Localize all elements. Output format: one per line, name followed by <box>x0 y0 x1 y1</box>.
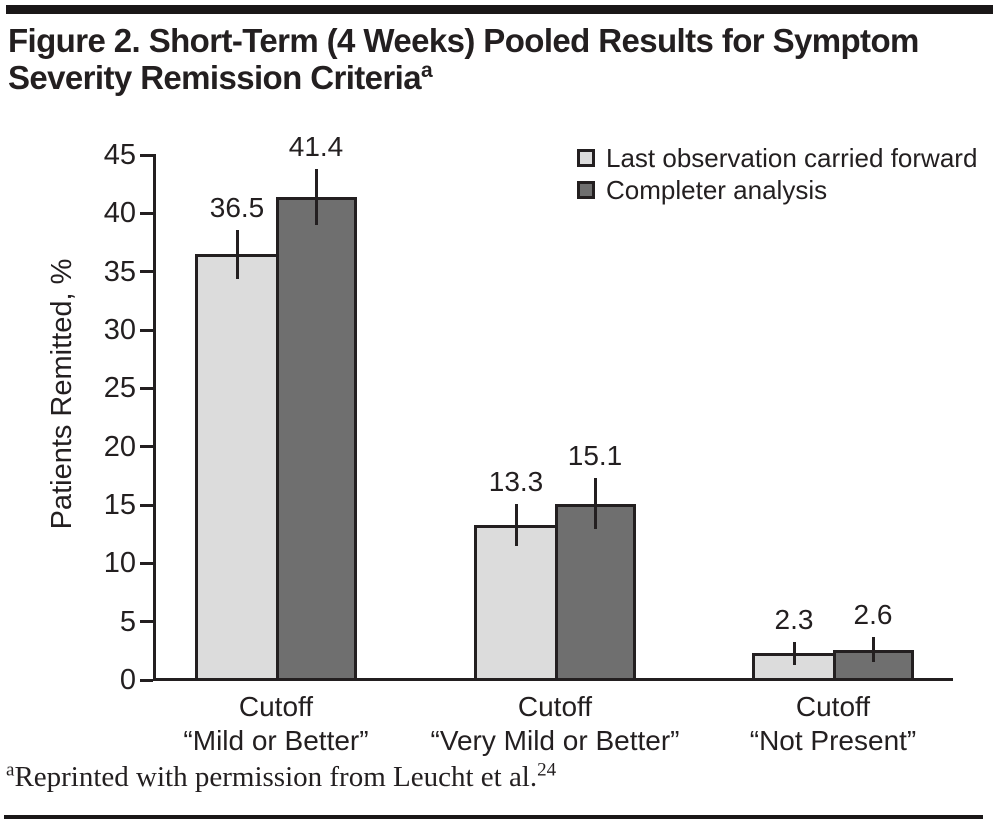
figure-title: Figure 2. Short-Term (4 Weeks) Pooled Re… <box>8 22 983 96</box>
y-tick-label: 15 <box>103 489 136 521</box>
y-axis-line <box>153 153 156 681</box>
top-rule <box>6 5 993 14</box>
y-tick <box>140 211 153 215</box>
error-bar <box>235 229 239 279</box>
bar-completer <box>555 503 636 681</box>
y-tick <box>140 620 153 624</box>
y-tick <box>140 445 153 449</box>
y-tick-label: 20 <box>103 430 136 463</box>
y-tick-label: 25 <box>103 372 136 405</box>
bar-value-label: 13.3 <box>488 465 544 497</box>
legend-swatch-icon <box>577 181 595 199</box>
bar-value-label: 2.3 <box>774 603 814 635</box>
y-tick <box>140 678 153 682</box>
x-category-line2: “Mild or Better” <box>183 725 369 756</box>
x-category-line1: Cutoff <box>238 691 314 722</box>
bar-value-label: 41.4 <box>288 131 344 162</box>
y-tick-label: 40 <box>103 197 136 230</box>
figure-title-superscript: a <box>421 59 433 82</box>
y-axis-title: Patients Remitted, % <box>46 258 78 530</box>
error-bar <box>314 169 318 225</box>
chart-legend: Last observation carried forward Complete… <box>577 142 977 206</box>
x-category-line2: “Not Present” <box>749 725 917 756</box>
y-tick <box>140 386 153 390</box>
bar-value-label: 15.1 <box>567 440 623 472</box>
footnote-text: Reprinted with permission from Leucht et… <box>14 761 538 793</box>
bar-value-label: 36.5 <box>209 191 265 223</box>
y-tick-label: 10 <box>103 547 136 580</box>
y-tick-label: 5 <box>119 605 136 638</box>
error-bar <box>792 641 796 665</box>
y-tick <box>140 153 153 157</box>
legend-label: Last observation carried forward <box>606 143 978 173</box>
x-category-label: Cutoff “Not Present” <box>673 690 993 758</box>
figure-title-line2: Severity Remission Criteria <box>8 59 422 96</box>
y-tick <box>140 561 153 565</box>
x-category-label: Cutoff “Very Mild or Better” <box>395 690 715 758</box>
error-bar <box>593 478 597 530</box>
error-bar <box>871 636 875 663</box>
footnote-superscript: a <box>6 759 15 781</box>
legend-label: Completer analysis <box>606 175 828 205</box>
error-bar <box>514 503 518 546</box>
bar-value-label: 2.6 <box>853 598 893 630</box>
legend-swatch-icon <box>577 149 595 167</box>
bar-locf <box>195 254 279 681</box>
y-tick <box>140 328 153 332</box>
y-tick-label: 35 <box>103 255 136 288</box>
x-category-line1: Cutoff <box>795 691 871 722</box>
figure-title-line1: Figure 2. Short-Term (4 Weeks) Pooled Re… <box>8 22 919 59</box>
y-tick <box>140 270 153 274</box>
footnote: aReprinted with permission from Leucht e… <box>6 760 556 794</box>
y-tick <box>140 503 153 507</box>
y-tick-label: 0 <box>119 664 136 696</box>
x-category-line2: “Very Mild or Better” <box>430 725 680 756</box>
bar-locf <box>474 524 558 681</box>
footnote-reference-number: 24 <box>537 759 557 781</box>
bar-completer <box>276 197 357 681</box>
x-category-line1: Cutoff <box>517 691 593 722</box>
bottom-rule <box>4 815 983 819</box>
y-tick-label: 45 <box>103 139 136 171</box>
y-tick-label: 30 <box>103 314 136 346</box>
legend-row: Completer analysis <box>577 174 977 206</box>
x-category-label: Cutoff “Mild or Better” <box>116 690 436 758</box>
legend-row: Last observation carried forward <box>577 142 977 174</box>
